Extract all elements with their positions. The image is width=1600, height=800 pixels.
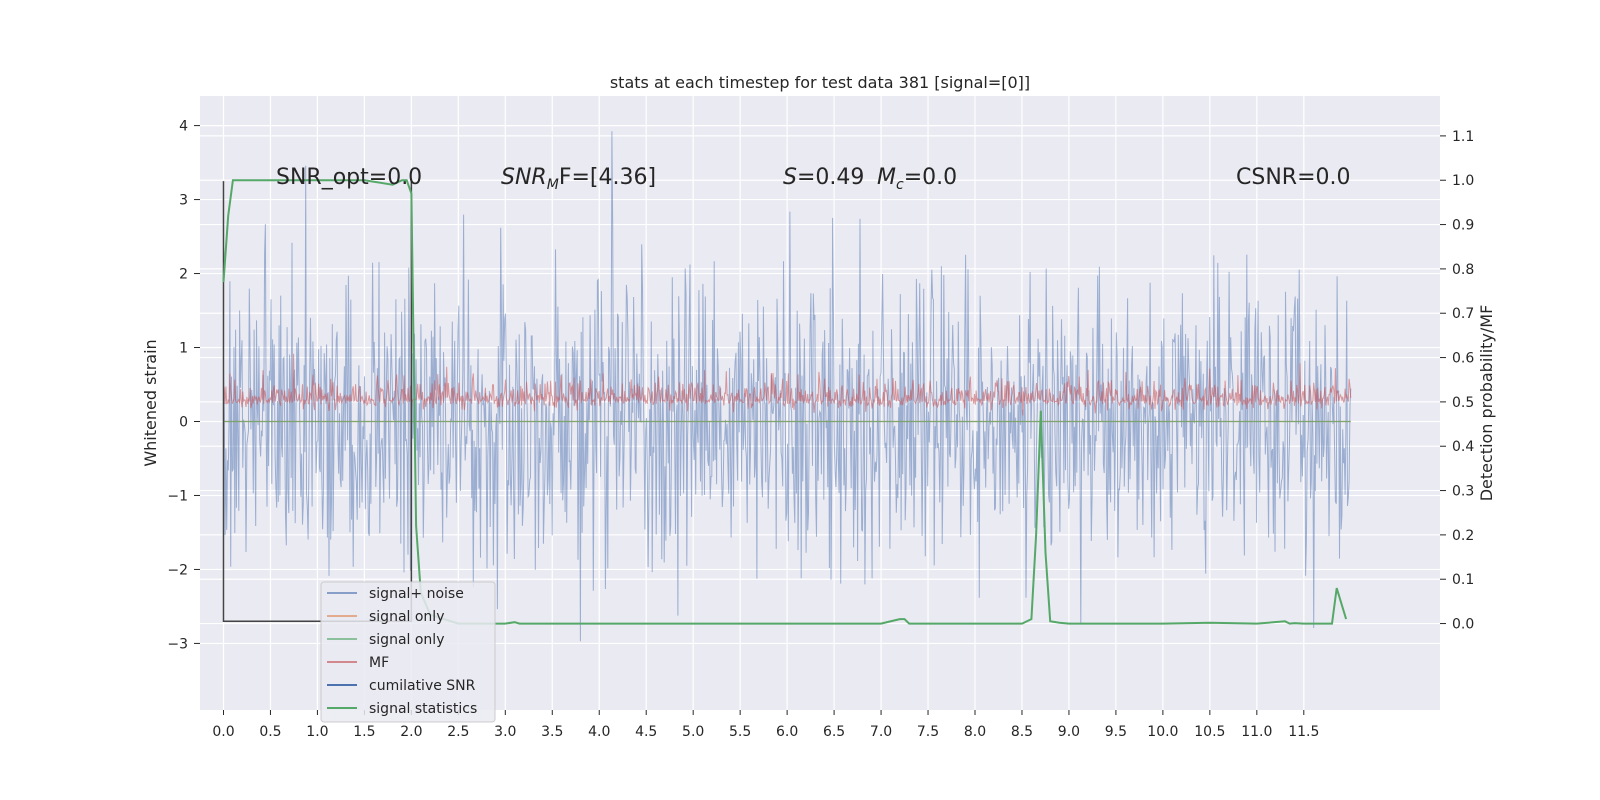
x-tick-label: 7.5 <box>917 724 939 740</box>
y-tick-label: −1 <box>167 488 188 504</box>
y2-tick-label: 0.5 <box>1452 395 1474 411</box>
y2-axis-ticks: 0.0 0.1 0.2 0.3 0.4 0.5 0.6 0.7 0.8 0.9 1.0 1.1 <box>1440 129 1474 633</box>
x-tick-label: 2.5 <box>447 724 469 740</box>
annotation-s: S=0.49 <box>783 165 864 190</box>
y2-tick-label: 0.1 <box>1452 572 1474 588</box>
legend: signal+ noise signal only signal only MF… <box>320 581 496 723</box>
y-tick-label: 0 <box>179 414 188 430</box>
y2-axis-label: Detection probability/MF <box>1477 305 1496 502</box>
y2-tick-label: 1.1 <box>1452 129 1474 145</box>
y-axis-label: Whitened strain <box>141 339 160 466</box>
legend-label: signal only <box>369 632 444 648</box>
x-tick-label: 8.5 <box>1011 724 1033 740</box>
y-tick-label: 4 <box>179 119 188 135</box>
annotation-snr-mf: SNRMF=[4.36] <box>501 165 656 193</box>
legend-item: MF <box>327 655 389 671</box>
legend-label: signal only <box>369 609 444 625</box>
x-tick-label: 9.5 <box>1105 724 1127 740</box>
x-tick-label: 11.5 <box>1288 724 1319 740</box>
legend-item: signal statistics <box>327 701 477 717</box>
y2-tick-label: 0.2 <box>1452 528 1474 544</box>
x-tick-label: 7.0 <box>870 724 892 740</box>
x-tick-label: 1.0 <box>306 724 328 740</box>
x-tick-label: 9.0 <box>1058 724 1080 740</box>
x-tick-label: 6.0 <box>776 724 798 740</box>
y2-tick-label: 1.0 <box>1452 173 1474 189</box>
x-tick-label: 8.0 <box>964 724 986 740</box>
series-signal-statistics <box>222 179 1348 625</box>
x-tick-label: 5.0 <box>682 724 704 740</box>
x-tick-label: 11.0 <box>1241 724 1272 740</box>
y-axis-ticks: −3 −2 −1 0 1 2 3 4 <box>167 119 200 652</box>
x-tick-label: 4.5 <box>635 724 657 740</box>
x-tick-label: 2.0 <box>400 724 422 740</box>
y-tick-label: 3 <box>179 193 188 209</box>
y2-tick-label: 0.9 <box>1452 218 1474 234</box>
legend-label: signal+ noise <box>369 586 464 602</box>
y2-tick-label: 0.3 <box>1452 484 1474 500</box>
series-layer <box>222 131 1352 642</box>
y2-tick-label: 0.7 <box>1452 306 1474 322</box>
y-tick-label: 2 <box>179 267 188 283</box>
annotation-mc: Mc=0.0 <box>877 165 957 193</box>
x-tick-label: 3.0 <box>494 724 516 740</box>
x-tick-label: 0.0 <box>212 724 234 740</box>
x-tick-label: 10.5 <box>1194 724 1225 740</box>
annotation-csnr: CSNR=0.0 <box>1236 165 1351 190</box>
y2-tick-label: 0.4 <box>1452 439 1474 455</box>
legend-box <box>320 581 496 723</box>
legend-label: cumilative SNR <box>369 678 476 694</box>
y-tick-label: 1 <box>179 341 188 357</box>
legend-label: signal statistics <box>369 701 477 717</box>
y2-tick-label: 0.0 <box>1452 617 1474 633</box>
x-tick-label: 6.5 <box>823 724 845 740</box>
x-tick-label: 1.5 <box>353 724 375 740</box>
chart-title: stats at each timestep for test data 381… <box>610 73 1030 92</box>
x-tick-label: 0.5 <box>259 724 281 740</box>
legend-item: signal+ noise <box>327 586 464 602</box>
x-tick-label: 10.0 <box>1147 724 1178 740</box>
x-tick-label: 4.0 <box>588 724 610 740</box>
y2-tick-label: 0.6 <box>1452 351 1474 367</box>
legend-label: MF <box>369 655 389 671</box>
x-tick-label: 5.5 <box>729 724 751 740</box>
legend-item: signal only <box>327 609 444 625</box>
legend-item: cumilative SNR <box>327 678 476 694</box>
legend-item: signal only <box>327 632 444 648</box>
y2-tick-label: 0.8 <box>1452 262 1474 278</box>
y-tick-label: −2 <box>167 562 188 578</box>
annotation-snr-opt: SNR_opt=0.0 <box>276 165 422 190</box>
x-axis-ticks: 0.0 0.5 1.0 1.5 2.0 2.5 3.0 3.5 4.0 4.5 5.0 5.5 6.0 6… <box>212 710 1319 740</box>
x-tick-label: 3.5 <box>541 724 563 740</box>
y-tick-label: −3 <box>167 636 188 652</box>
